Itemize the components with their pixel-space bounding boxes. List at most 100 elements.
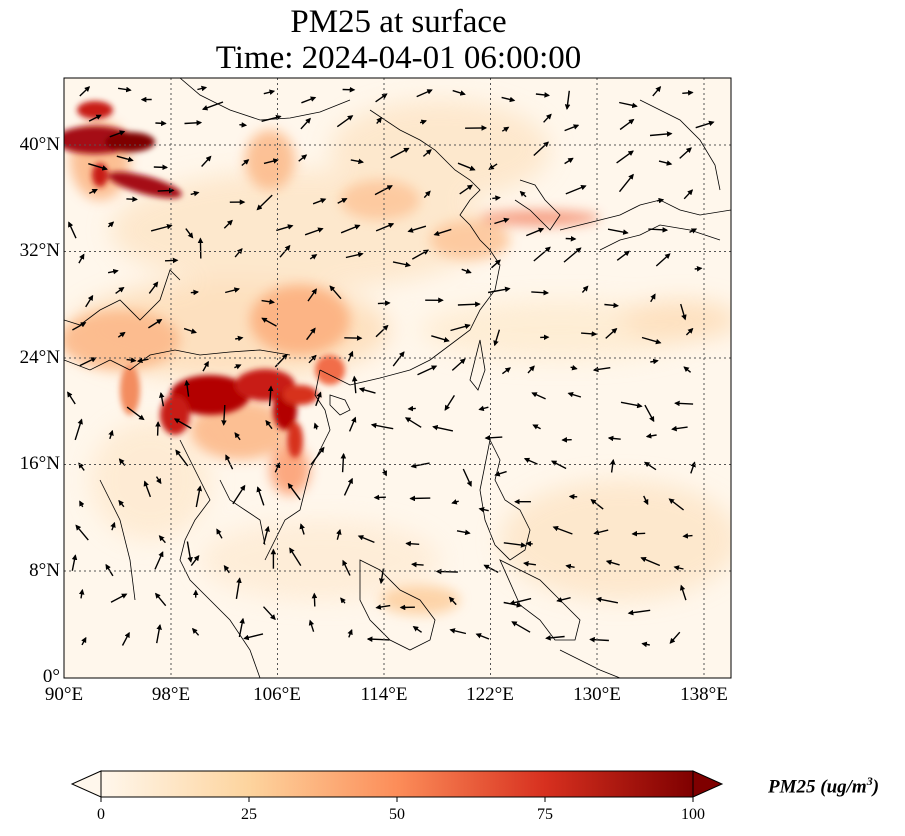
wind-arrow — [432, 424, 454, 432]
wind-arrow — [115, 286, 125, 294]
wind-arrow — [68, 221, 77, 239]
wind-arrow — [88, 114, 102, 122]
wind-arrow — [195, 485, 203, 508]
wind-arrow — [450, 323, 471, 332]
wind-arrow — [267, 385, 274, 407]
wind-arrow — [522, 561, 536, 567]
wind-arrow — [263, 158, 279, 165]
wind-arrow — [370, 422, 394, 430]
wind-arrow — [81, 636, 87, 646]
lat-label-16n: 16°N — [19, 453, 60, 474]
wind-arrow — [299, 523, 305, 535]
lon-label-114e: 114°E — [360, 684, 408, 705]
wind-arrow — [155, 120, 167, 127]
wind-arrow — [444, 395, 455, 411]
wind-arrow — [155, 421, 161, 436]
wind-arrow — [533, 246, 551, 262]
wind-arrow — [478, 405, 489, 412]
wind-arrow — [158, 391, 165, 407]
wind-arrow — [313, 422, 319, 430]
map-title: PM25 at surface — [290, 4, 507, 40]
wind-arrow — [126, 196, 138, 202]
wind-arrow — [190, 289, 200, 296]
wind-arrow — [232, 484, 246, 505]
wind-arrow — [533, 141, 550, 157]
wind-arrow — [143, 480, 152, 498]
wind-arrow — [156, 623, 162, 644]
wind-arrow — [202, 360, 209, 372]
wind-arrow — [78, 588, 85, 599]
wind-arrow — [673, 565, 684, 571]
wind-arrow — [71, 554, 78, 571]
wind-arrow — [405, 540, 420, 547]
wind-arrow — [501, 96, 516, 103]
wind-arrow — [190, 555, 200, 567]
wind-arrow — [347, 350, 354, 362]
wind-arrow — [565, 563, 575, 570]
lon-label-90e: 90°E — [44, 684, 84, 705]
lon-label-106e: 106°E — [253, 684, 301, 705]
wind-arrow — [457, 162, 476, 171]
wind-arrow — [108, 429, 114, 440]
wind-arrow — [619, 118, 635, 131]
wind-arrow — [419, 119, 427, 125]
wind-arrow — [225, 454, 234, 470]
wind-arrow — [329, 285, 342, 300]
colorbar-extend-min — [70, 770, 102, 798]
wind-arrow — [126, 357, 137, 363]
wind-arrow — [375, 324, 389, 338]
wind-arrow — [671, 425, 688, 432]
wind-arrow — [241, 159, 250, 167]
wind-arrow — [337, 197, 348, 204]
wind-arrow — [74, 418, 83, 441]
wind-arrow — [433, 228, 452, 237]
wind-arrow — [116, 155, 134, 163]
lon-label-98e: 98°E — [151, 684, 191, 705]
wind-arrow — [256, 194, 273, 211]
wind-arrow — [378, 568, 385, 585]
wind-arrow — [640, 556, 661, 567]
wind-arrow — [609, 458, 616, 473]
wind-arrow — [78, 253, 85, 264]
wind-arrow — [695, 120, 715, 129]
wind-arrow — [347, 628, 353, 638]
wind-arrow — [459, 184, 474, 195]
wind-arrow — [643, 495, 649, 506]
wind-arrow — [79, 500, 85, 508]
wind-arrow — [567, 391, 582, 398]
wind-arrow — [404, 417, 422, 428]
wind-arrow — [656, 197, 665, 204]
wind-arrow — [201, 155, 212, 167]
wind-arrow — [148, 318, 163, 329]
wind-arrow — [121, 631, 130, 646]
wind-arrow — [117, 86, 132, 93]
wind-arrow — [261, 317, 277, 327]
wind-arrow — [689, 228, 698, 234]
wind-arrow — [173, 418, 192, 430]
wind-arrow — [375, 604, 391, 610]
wind-arrow — [501, 367, 511, 375]
wind-arrow — [148, 281, 159, 294]
wind-arrow — [158, 535, 166, 544]
wind-arrow — [311, 592, 318, 607]
wind-arrow — [423, 190, 431, 199]
wind-arrow — [650, 358, 659, 365]
wind-arrow — [308, 354, 317, 364]
wind-arrow — [155, 476, 162, 485]
wind-arrow — [88, 188, 98, 195]
wind-arrow — [304, 227, 324, 236]
wind-arrow — [618, 173, 634, 193]
wind-arrow — [641, 336, 662, 345]
wind-arrow — [345, 251, 364, 259]
wind-arrow — [462, 468, 472, 487]
wind-arrow — [234, 364, 242, 370]
wind-arrow — [126, 406, 145, 421]
wind-arrow — [685, 327, 694, 336]
wind-arrow — [494, 470, 507, 477]
gridlines — [64, 78, 731, 678]
wind-arrow — [416, 89, 433, 98]
wind-arrow — [306, 327, 316, 341]
wind-arrow — [175, 449, 189, 467]
wind-arrow — [216, 528, 223, 539]
colorbar-tick-100: 100 — [681, 806, 705, 823]
